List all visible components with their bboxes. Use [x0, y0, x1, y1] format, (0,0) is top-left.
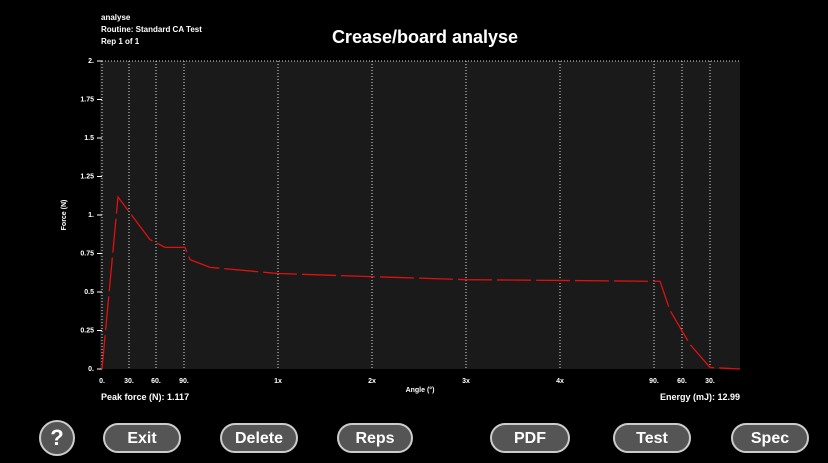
x-tick-label: 30.: [124, 378, 134, 385]
button-label: ?: [50, 425, 63, 450]
x-tick-label: 60.: [677, 378, 687, 385]
data-line: [101, 195, 741, 370]
button[interactable]: ?: [39, 420, 75, 456]
peak-label: Peak force (N):: [101, 392, 165, 402]
y-tick-label: 0.5: [84, 289, 94, 296]
button[interactable]: Delete: [220, 423, 298, 453]
x-tick-label: 1x: [274, 378, 282, 385]
button-shape: [39, 420, 75, 456]
y-tick-label: 1.: [88, 212, 94, 219]
y-tick-label: 1.25: [80, 173, 94, 180]
button[interactable]: PDF: [490, 423, 570, 453]
button-label: Delete: [235, 430, 283, 447]
y-tick-label: 0.75: [80, 250, 94, 257]
button-label: Exit: [127, 430, 157, 447]
y-tick-label: 1.5: [84, 135, 94, 142]
button-shape: [490, 423, 570, 453]
button-shape: [220, 423, 298, 453]
button-label: Reps: [355, 430, 394, 447]
x-tick-label: 0.: [99, 378, 105, 385]
y-tick-label: 1.75: [80, 96, 94, 103]
button[interactable]: Test: [613, 423, 691, 453]
x-axis-label: Angle (°): [406, 386, 435, 394]
x-tick-label: 4x: [556, 378, 564, 385]
button-shape: [613, 423, 691, 453]
button-label: PDF: [514, 430, 546, 447]
button[interactable]: Exit: [103, 423, 181, 453]
plot-area: [100, 61, 740, 369]
button-shape: [337, 423, 413, 453]
y-tick-label: 2.: [88, 58, 94, 65]
y-axis-label: Force (N): [61, 200, 68, 231]
button[interactable]: Reps: [337, 423, 413, 453]
header-line: analyse: [101, 13, 131, 22]
header-line: Routine: Standard CA Test: [101, 25, 202, 34]
peak-force: Peak force (N): 1.117: [101, 392, 189, 402]
y-tick-label: 0.: [88, 366, 94, 373]
header-line: Rep 1 of 1: [101, 37, 140, 46]
x-tick-label: 30.: [705, 378, 715, 385]
x-tick-label: 60.: [151, 378, 161, 385]
chart-title: Crease/board analyse: [332, 27, 518, 47]
button-shape: [103, 423, 181, 453]
x-tick-label: 90.: [179, 378, 189, 385]
energy-label: Energy (mJ):: [660, 392, 715, 402]
x-tick-label: 2x: [368, 378, 376, 385]
energy-value: 12.99: [717, 392, 740, 402]
peak-value: 1.117: [167, 392, 189, 402]
y-tick-label: 0.25: [80, 327, 94, 334]
x-tick-label: 3x: [462, 378, 470, 385]
energy: Energy (mJ): 12.99: [660, 392, 740, 402]
button-label: Spec: [751, 430, 789, 447]
button-shape: [731, 423, 809, 453]
button[interactable]: Spec: [731, 423, 809, 453]
x-tick-label: 90.: [649, 378, 659, 385]
button-label: Test: [636, 430, 668, 447]
